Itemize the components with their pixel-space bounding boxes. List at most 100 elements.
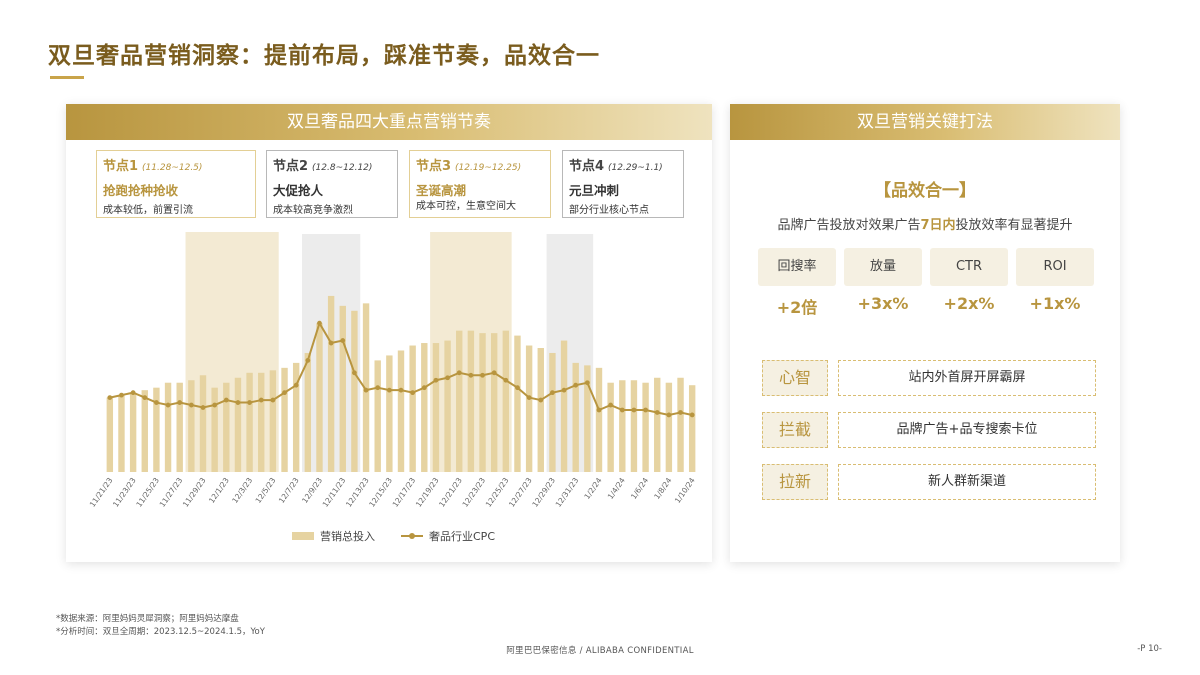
- cpc-point-12/24/23: [491, 370, 497, 376]
- tactic-text: 新人群新渠道: [838, 464, 1096, 500]
- metric-volume: 放量 +3x%: [844, 248, 922, 313]
- bar-1/6/24: [642, 382, 649, 472]
- cpc-point-11/22/23: [119, 392, 124, 398]
- bar-12/26/23: [514, 335, 521, 472]
- cpc-point-12/20/23: [445, 375, 450, 381]
- node-title: 节点4 (12.29~1.1): [569, 159, 663, 174]
- bar-12/10/23: [327, 295, 335, 472]
- cpc-point-12/28/23: [538, 397, 544, 403]
- node-description: 成本较高竞争激烈: [273, 205, 353, 216]
- cpc-point-1/8/24: [666, 412, 672, 418]
- legend-item-line: 奢品行业CPC: [401, 528, 495, 544]
- bar-12/15/23: [386, 355, 393, 472]
- bar-12/7/23: [292, 362, 300, 472]
- cpc-point-12/21/23: [456, 370, 462, 376]
- cpc-point-12/9/23: [317, 320, 322, 326]
- bar-12/1/23: [223, 382, 230, 472]
- cpc-point-12/17/23: [410, 390, 416, 396]
- cpc-point-12/4/23: [258, 397, 264, 403]
- slogan-subtitle: 品牌广告投放对效果广告7日内投放效率有显著提升: [777, 218, 1073, 233]
- legend-line-label: 奢品行业CPC: [429, 530, 495, 543]
- tactic-acquisition: 拉新 新人群新渠道: [762, 464, 1096, 500]
- cpc-point-12/26/23: [515, 385, 520, 391]
- subtitle-highlight: 7日内: [920, 218, 956, 233]
- cpc-point-11/30/23: [212, 402, 218, 408]
- cpc-point-12/11/23: [340, 338, 346, 343]
- cpc-point-1/5/24: [631, 407, 637, 413]
- cpc-point-1/9/24: [678, 410, 683, 415]
- page-title: 双旦奢品营销洞察：提前布局，踩准节奏，品效合一: [48, 43, 600, 69]
- marketing-rhythm-header: 双旦奢品四大重点营销节奏: [66, 104, 712, 140]
- node-headline: 大促抢人: [273, 183, 324, 198]
- bar-12/28/23: [537, 348, 544, 472]
- bar-1/3/24: [607, 382, 614, 472]
- node-2-box: 节点2 (12.8~12.12) 大促抢人 成本较高竞争激烈: [266, 150, 398, 218]
- node-title: 节点2 (12.8~12.12): [273, 159, 373, 174]
- bar-1/2/24: [595, 367, 603, 472]
- cpc-point-12/27/23: [526, 395, 532, 400]
- cpc-point-11/24/23: [142, 395, 148, 400]
- node-title: 节点1 (11.28~12.5): [103, 159, 203, 174]
- marketing-rhythm-card: 双旦奢品四大重点营销节奏 11/21/23 11/23/23 11/25/23 11/…: [66, 104, 712, 562]
- bar-1/7/24: [654, 377, 661, 472]
- tactic-text: 品牌广告+品专搜索卡位: [838, 412, 1096, 448]
- cpc-point-11/21/23: [107, 395, 113, 400]
- cpc-point-12/25/23: [503, 377, 509, 383]
- metric-search-return: 回搜率 +2倍: [758, 248, 836, 318]
- cpc-point-12/7/23: [293, 382, 299, 388]
- x-tick-label: 12/3/23: [230, 476, 254, 505]
- cpc-point-11/29/23: [200, 405, 206, 410]
- cpc-point-12/29/23: [550, 390, 555, 396]
- node-description: 部分行业核心节点: [569, 205, 649, 216]
- x-tick-label: 12/9/23: [300, 476, 324, 505]
- node-headline: 元旦冲刺: [569, 183, 620, 198]
- bar-12/18/23: [421, 343, 428, 472]
- node-3-box: 节点3 (12.19~12.25) 圣诞高潮 成本可控，生意空间大: [409, 150, 551, 218]
- key-tactics-card: 双旦营销关键打法 【品效合一】 品牌广告投放对效果广告7日内投放效率有显著提升 …: [730, 104, 1120, 562]
- cpc-point-12/23/23: [480, 372, 485, 378]
- bar-12/23/23: [479, 333, 486, 472]
- bar-12/22/23: [467, 330, 475, 472]
- key-tactics-header: 双旦营销关键打法: [730, 104, 1120, 140]
- bar-12/20/23: [444, 340, 451, 472]
- bar-1/8/24: [665, 382, 673, 472]
- cpc-point-1/1/24: [584, 380, 590, 386]
- node-description: 成本可控，生意空间大: [416, 201, 516, 212]
- bar-12/19/23: [432, 343, 440, 472]
- footnote-source: *数据来源：阿里妈妈灵犀洞察；阿里妈妈达摩盘: [56, 614, 239, 624]
- cpc-point-12/18/23: [421, 385, 427, 391]
- cpc-point-12/13/23: [363, 387, 369, 393]
- cpc-point-12/3/23: [247, 400, 252, 405]
- x-tick-label: 12/5/23: [254, 476, 278, 505]
- bar-12/27/23: [525, 345, 533, 472]
- bar-12/6/23: [281, 367, 288, 472]
- bar-12/9/23: [316, 323, 323, 472]
- confidential-notice: 阿里巴巴保密信息 / ALIBABA CONFIDENTIAL: [506, 646, 694, 656]
- node-headline: 抢跑抢种抢收: [103, 183, 179, 198]
- tactic-tag: 拉新: [762, 464, 828, 500]
- bar-12/11/23: [339, 305, 346, 472]
- bar-12/21/23: [456, 330, 463, 472]
- bar-1/10/24: [688, 385, 696, 472]
- bar-1/5/24: [630, 380, 638, 472]
- cpc-point-12/6/23: [282, 390, 287, 396]
- metric-value: +2x%: [943, 294, 995, 313]
- node-4-box: 节点4 (12.29~1.1) 元旦冲刺 部分行业核心节点: [562, 150, 684, 218]
- metric-label: ROI: [1016, 248, 1094, 286]
- cpc-point-11/23/23: [130, 390, 136, 396]
- x-tick-label: 1/4/24: [606, 476, 627, 501]
- legend-line-swatch: [401, 532, 423, 540]
- cpc-point-12/16/23: [398, 387, 404, 393]
- x-tick-label: 1/10/24: [673, 476, 697, 505]
- bar-12/29/23: [549, 352, 556, 472]
- cpc-point-12/10/23: [328, 340, 334, 346]
- cpc-point-12/14/23: [375, 385, 381, 391]
- bar-11/24/23: [141, 390, 148, 472]
- cpc-point-12/31/23: [573, 382, 579, 388]
- bar-12/4/23: [258, 372, 265, 472]
- cpc-point-12/19/23: [433, 377, 439, 383]
- bar-12/2/23: [234, 377, 242, 472]
- bar-1/9/24: [677, 377, 684, 472]
- cpc-point-12/30/23: [561, 387, 567, 393]
- cpc-point-1/4/24: [619, 407, 625, 413]
